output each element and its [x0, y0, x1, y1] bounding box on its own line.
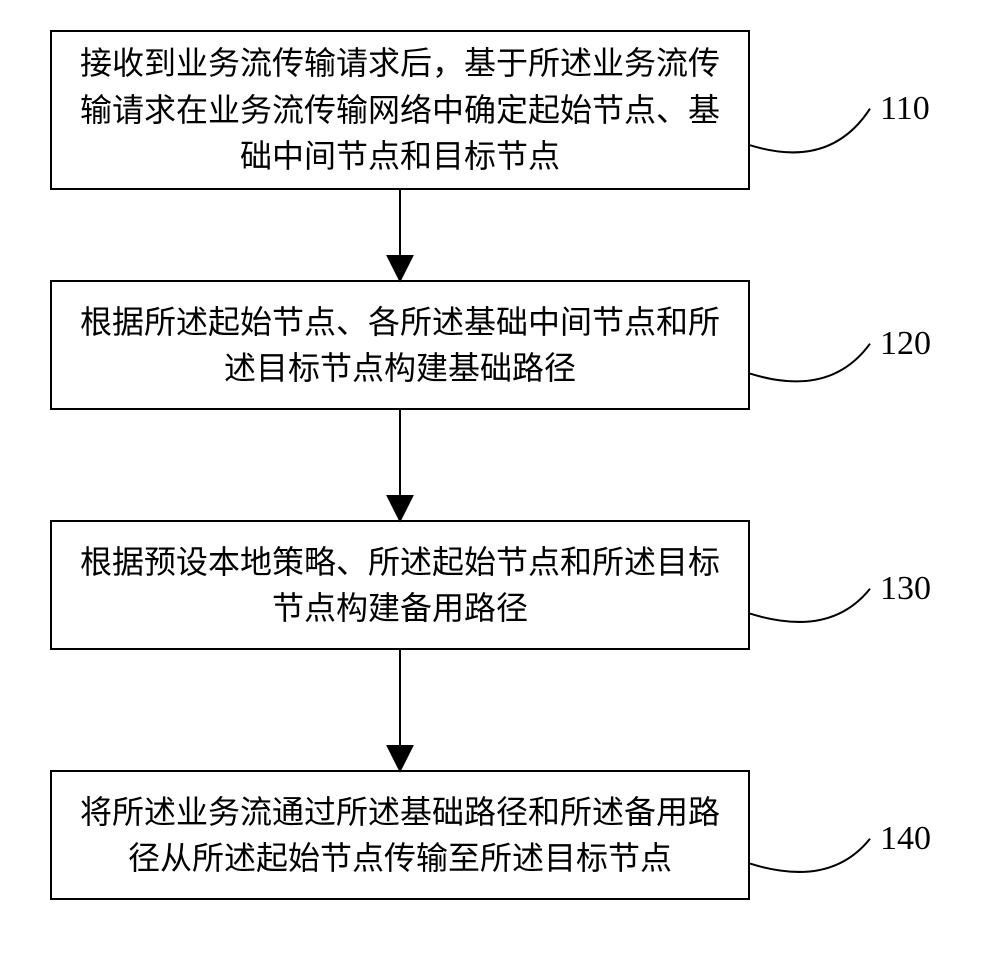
step-label-1: 110 [880, 90, 930, 128]
flow-node-3: 根据预设本地策略、所述起始节点和所述目标节点构建备用路径 [50, 520, 750, 650]
flow-node-4-text: 将所述业务流通过所述基础路径和所述备用路径从所述起始节点传输至所述目标节点 [68, 789, 732, 882]
flow-node-1-text: 接收到业务流传输请求后，基于所述业务流传输请求在业务流传输网络中确定起始节点、基… [68, 40, 732, 179]
flow-node-2: 根据所述起始节点、各所述基础中间节点和所述目标节点构建基础路径 [50, 280, 750, 410]
flow-node-3-text: 根据预设本地策略、所述起始节点和所述目标节点构建备用路径 [68, 539, 732, 632]
flow-node-4: 将所述业务流通过所述基础路径和所述备用路径从所述起始节点传输至所述目标节点 [50, 770, 750, 900]
flow-node-1: 接收到业务流传输请求后，基于所述业务流传输请求在业务流传输网络中确定起始节点、基… [50, 30, 750, 190]
flowchart-canvas: 接收到业务流传输请求后，基于所述业务流传输请求在业务流传输网络中确定起始节点、基… [0, 0, 1000, 965]
step-label-3: 130 [880, 570, 931, 608]
step-label-2: 120 [880, 325, 931, 363]
flow-node-2-text: 根据所述起始节点、各所述基础中间节点和所述目标节点构建基础路径 [68, 299, 732, 392]
step-label-4: 140 [880, 820, 931, 858]
